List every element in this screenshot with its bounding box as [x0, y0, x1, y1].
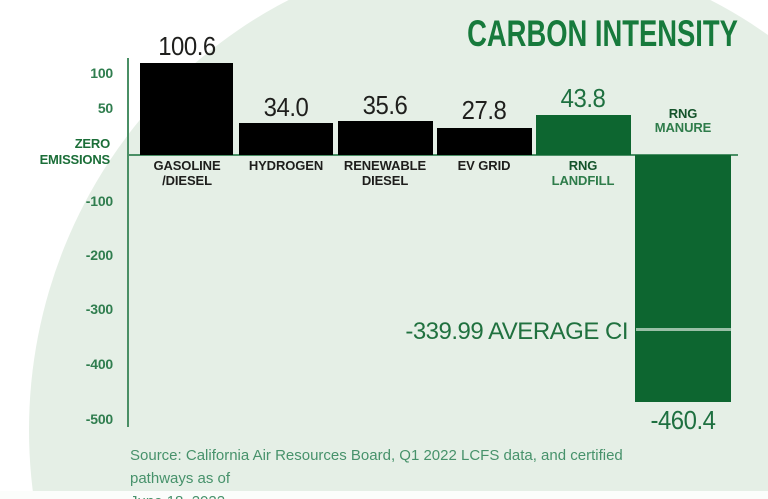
ytick-100: 100: [90, 65, 113, 81]
ytick-neg100: -100: [85, 193, 113, 209]
ytick-neg300: -300: [85, 301, 113, 317]
source-text: Source: California Air Resources Board, …: [130, 444, 690, 499]
label-rng-manure: RNG MANURE: [654, 106, 712, 135]
source-line-1: Source: California Air Resources Board, …: [130, 447, 623, 487]
label-rng-landfill: RNG LANDFILL: [551, 158, 615, 188]
label-gasoline-diesel: GASOLINE /DIESEL: [153, 158, 221, 188]
label-renewable-diesel: RENEWABLE DIESEL: [343, 158, 427, 188]
bar-hydrogen: [239, 123, 333, 155]
ytick-neg500: -500: [85, 411, 113, 427]
value-ev-grid: 27.8: [461, 95, 507, 125]
y-axis-line: [127, 58, 129, 427]
ytick-zero-emissions: ZERO EMISSIONS: [39, 136, 111, 167]
bar-gasoline-diesel: [140, 63, 233, 155]
ytick-50: 50: [97, 100, 113, 116]
bar-renewable-diesel: [338, 121, 433, 155]
zero-baseline: [127, 154, 738, 156]
chart-title: CARBON INTENSITY: [467, 13, 738, 54]
value-rng-manure: -460.4: [650, 405, 716, 435]
bar-rng-landfill: [536, 115, 631, 155]
value-hydrogen: 34.0: [263, 92, 309, 122]
average-ci-label: -339.99 AVERAGE CI: [405, 318, 628, 345]
label-hydrogen: HYDROGEN: [248, 158, 324, 173]
bottom-edge-strip: [0, 491, 768, 499]
source-line-2: June 18, 2022.: [130, 490, 690, 499]
label-ev-grid: EV GRID: [457, 158, 511, 173]
value-renewable-diesel: 35.6: [362, 90, 408, 120]
bar-rng-manure: [635, 155, 731, 402]
bar-ev-grid: [437, 128, 532, 155]
value-gasoline-diesel: 100.6: [158, 31, 216, 61]
ytick-neg200: -200: [85, 247, 113, 263]
average-ci-line: [636, 328, 731, 331]
value-rng-landfill: 43.8: [560, 83, 606, 113]
ytick-neg400: -400: [85, 356, 113, 372]
